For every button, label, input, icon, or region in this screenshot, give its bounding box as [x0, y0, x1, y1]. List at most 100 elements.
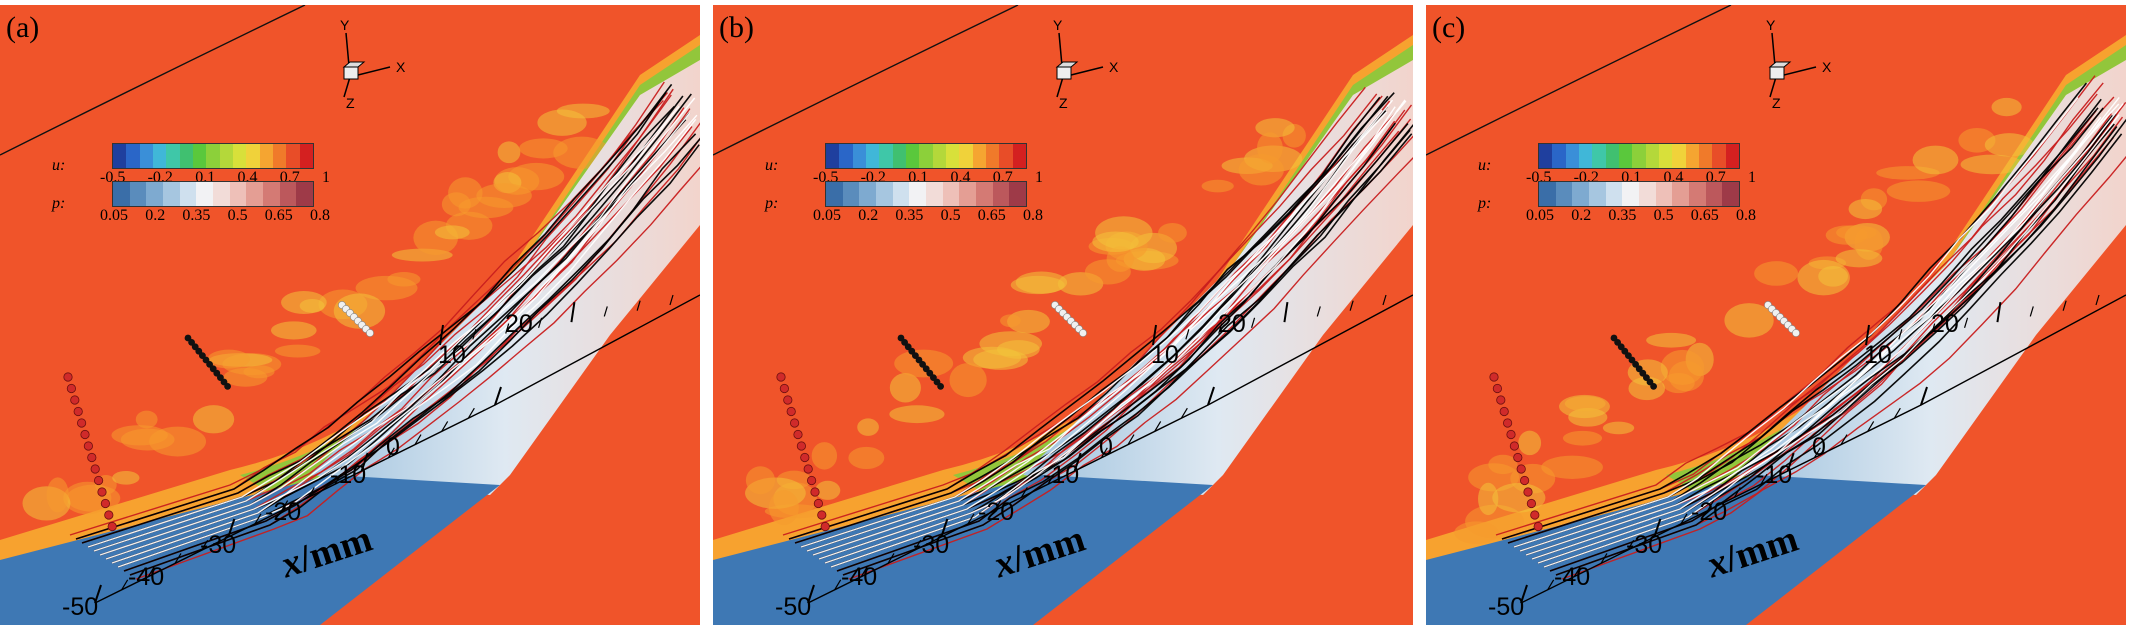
seed-point-white — [1079, 329, 1087, 337]
x-tick-label: -10 — [330, 461, 367, 489]
colorbar-p-ramp — [112, 181, 314, 207]
triad-label-z: Z — [1059, 95, 1068, 111]
streamline — [1555, 133, 2123, 576]
colorbar-u-name: u: — [765, 157, 779, 174]
streamline — [1525, 115, 2114, 556]
turbulent-patch — [1010, 275, 1065, 295]
colorbar-p-name: p: — [52, 195, 66, 212]
colorbar-p-tick: 0.65 — [1690, 207, 1719, 224]
x-tick-label: -10 — [1756, 461, 1793, 489]
colorbar-p-tick: 0.35 — [895, 207, 924, 224]
panel-label: (b) — [719, 11, 754, 44]
seed-point-red — [807, 475, 817, 486]
x-axis-tick-upper — [2062, 300, 2067, 311]
colorbar-p-ramp — [825, 181, 1027, 207]
seed-point-red — [94, 475, 104, 486]
turbulent-patch — [1454, 521, 1499, 545]
x-axis-tick-upper — [1963, 317, 1969, 329]
x-axis-tick — [1653, 518, 1662, 538]
shock-line — [1426, 5, 1732, 156]
streamline — [818, 99, 1394, 560]
colorbar-u-ramp — [825, 143, 1027, 169]
seed-point-red — [810, 487, 820, 497]
x-axis-tick — [1786, 452, 1795, 472]
x-axis-tick-upper — [2095, 294, 2100, 306]
x-axis-tick — [387, 447, 395, 459]
x-axis-tick-upper — [439, 324, 444, 346]
seed-point-red — [1496, 395, 1506, 405]
seed-point-red — [90, 464, 100, 474]
colorbar-p-tick: 0.5 — [227, 207, 248, 224]
x-axis-tick — [174, 553, 182, 564]
turbulent-patch — [1960, 154, 2024, 175]
streamline — [93, 94, 672, 552]
seed-point-red — [1520, 475, 1530, 486]
turbulent-patch — [207, 349, 251, 369]
streamline — [1507, 107, 2099, 544]
colorbar-p-tick: 0.5 — [940, 207, 961, 224]
triad-label-x: X — [1822, 59, 1832, 75]
x-tick-label: -20 — [1691, 498, 1728, 526]
x-axis-tick — [914, 539, 922, 551]
x-tick-label: -40 — [841, 563, 878, 591]
x-axis-tick-upper — [1382, 294, 1387, 306]
turbulent-patch — [1559, 394, 1610, 419]
x-axis-tick — [1020, 487, 1028, 498]
turbulent-patch — [434, 225, 470, 240]
x-tick-label: -50 — [775, 593, 812, 621]
x-tick-label: -30 — [913, 531, 950, 559]
x-tick-label: 10 — [438, 341, 466, 369]
seed-point-red — [97, 487, 107, 497]
colorbar-p-tick: 0.35 — [182, 207, 211, 224]
turbulent-patch — [1912, 145, 1959, 175]
seed-point-red — [73, 406, 83, 417]
streamline — [81, 92, 669, 544]
colorbar-u-tick: 1 — [1034, 169, 1043, 186]
turbulent-patch — [1468, 463, 1520, 492]
streamline — [1531, 96, 2120, 560]
x-axis-tick — [227, 518, 236, 538]
colorbar-p-tick: 0.2 — [858, 207, 879, 224]
streamline — [99, 97, 696, 556]
triad-label-y: Y — [340, 17, 350, 33]
flow-field-render — [0, 5, 700, 625]
x-axis-tick — [334, 473, 342, 485]
turbulent-patch — [243, 365, 275, 379]
x-tick-label: 20 — [1218, 310, 1246, 338]
seed-point-red — [1530, 510, 1540, 520]
x-axis-tick — [940, 518, 949, 538]
x-axis-tick-upper — [1931, 323, 1936, 334]
seed-point-red — [63, 372, 73, 382]
x-axis-tick-upper — [1250, 317, 1256, 329]
turbulent-patch — [1646, 332, 1697, 348]
seed-point-red — [786, 406, 796, 417]
shock-line — [713, 5, 1019, 156]
seed-point-red — [1523, 487, 1533, 497]
seed-point-red — [803, 464, 813, 474]
streamline — [788, 93, 1378, 540]
coordinate-triad: Y X Z — [1744, 17, 1854, 117]
turbulent-patch — [46, 477, 69, 513]
seed-point-red — [796, 441, 807, 451]
coordinate-triad: Y X Z — [1031, 17, 1141, 117]
streamline — [830, 106, 1396, 568]
x-axis-tick — [281, 500, 289, 511]
x-axis-tick — [1840, 434, 1848, 445]
turbulent-patch — [476, 183, 532, 208]
turbulent-patch — [1007, 309, 1050, 334]
x-axis-tick — [967, 513, 975, 525]
seed-point-red — [776, 372, 786, 382]
streamline — [836, 118, 1412, 572]
x-axis-tick-upper — [1316, 306, 1321, 317]
turbulent-patch — [274, 344, 321, 358]
seed-point-white — [1792, 329, 1800, 337]
x-axis-tick — [834, 579, 842, 591]
x-axis-tick — [121, 579, 129, 591]
turbulent-patch — [497, 141, 521, 164]
seed-point-red — [1499, 406, 1509, 417]
streamline — [818, 122, 1396, 560]
seed-point-red — [1513, 452, 1523, 463]
seed-point-red — [790, 418, 800, 428]
x-axis-tick-upper — [1996, 301, 2002, 323]
